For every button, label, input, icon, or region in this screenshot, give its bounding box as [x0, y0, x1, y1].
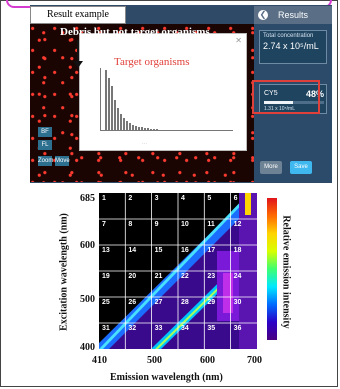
down-arrow-icon [73, 40, 83, 68]
histogram-bar [138, 127, 140, 130]
grid-cell-number: 28 [181, 299, 189, 306]
target-organisms-label: Target organisms [114, 56, 190, 68]
total-concentration-box: Total concentration 2.74 x 10⁵/mL [259, 30, 327, 64]
grid-cell-number: 33 [154, 325, 163, 332]
colorbar [267, 198, 277, 340]
grid-cell-number: 9 [154, 221, 159, 228]
grid-cell-number: 31 [102, 325, 110, 332]
histogram-bar [105, 70, 107, 130]
grid-cell-number: 8 [128, 221, 133, 228]
debris-label: Debris but not target organisms [60, 26, 210, 38]
results-header: ❮ Results [254, 6, 332, 24]
histogram-bar [150, 129, 152, 130]
grid-cell-number: 10 [181, 221, 189, 228]
grid-cell-number: 19 [102, 273, 110, 280]
x-tick-500: 500 [147, 355, 162, 366]
grid-cell-number: 27 [154, 299, 163, 306]
more-button[interactable]: More [260, 161, 282, 174]
histogram-bar [114, 100, 116, 130]
histogram-bar [117, 108, 119, 130]
grid-cell-number: 13 [102, 247, 110, 254]
grid-cell-number: 3 [154, 195, 159, 202]
grid-cell-number: 34 [181, 325, 189, 332]
grid-cell-number: 36 [233, 325, 242, 332]
grid-cell-number: 16 [181, 247, 189, 254]
cy5-percent: 48% [305, 89, 324, 99]
grid-cell-number: 6 [233, 195, 238, 202]
grid-cell-number: 30 [233, 299, 242, 306]
histogram-axis-caption: ··· [142, 141, 147, 147]
bf-button[interactable]: BF [38, 127, 52, 137]
x-tick-410: 410 [92, 355, 107, 366]
histogram-bar [147, 128, 149, 130]
move-button[interactable]: Move [55, 156, 70, 166]
grid-cell-number: 23 [207, 273, 216, 280]
cy5-progress-bar [264, 101, 324, 104]
highlight-rectangle [252, 80, 320, 114]
results-sidebar: ❮ Results Total concentration 2.74 x 10⁵… [254, 6, 332, 182]
grid-cell-number: 1 [102, 195, 106, 202]
save-button[interactable]: Save [290, 161, 312, 174]
cy5-row: CY5 48% [264, 88, 324, 100]
grid-cell-number: 32 [128, 325, 137, 332]
x-tick-600: 600 [200, 355, 215, 366]
grid-cell-number: 35 [207, 325, 216, 332]
grid-cell-number: 29 [207, 299, 216, 306]
close-icon[interactable]: ✕ [235, 36, 242, 45]
x-tick-700: 700 [247, 355, 262, 366]
histogram-chart [100, 68, 233, 131]
grid-cell-number: 7 [102, 221, 106, 228]
y-axis-label: Excitation wavelength (nm) [58, 213, 70, 331]
grid-cell-number: 26 [128, 299, 137, 306]
grid-cell-number: 20 [128, 273, 137, 280]
fluorescence-peak [223, 273, 233, 313]
histogram-bar [153, 129, 155, 130]
histogram-bar [120, 114, 122, 130]
histogram-bar [129, 123, 131, 130]
histogram-bar [126, 121, 128, 130]
grid-overlay [99, 193, 257, 349]
grid-cell-number: 18 [233, 247, 242, 254]
grid-cell-number: 24 [233, 273, 242, 280]
zoom-button[interactable]: Zoom [38, 156, 54, 166]
grid-cell-number: 12 [233, 221, 242, 228]
histogram-bar [141, 127, 143, 130]
upper-hotspot [245, 193, 251, 215]
grid-cell-number: 5 [207, 195, 212, 202]
grid-cell-number: 2 [128, 195, 133, 202]
grid-cell-number: 22 [181, 273, 189, 280]
grid-cell-number: 4 [181, 195, 185, 202]
histogram-popup: ✕ [79, 33, 247, 151]
grid-cell-number: 15 [154, 247, 163, 254]
y-tick-685: 685 [80, 193, 95, 204]
total-concentration-value: 2.74 x 10⁵/mL [263, 41, 319, 51]
total-concentration-label: Total concentration [263, 33, 314, 39]
cy5-label: CY5 [264, 90, 278, 97]
cy5-concentration: 1.31 x 10⁵/mL [264, 106, 295, 112]
cy5-progress-fill [264, 101, 293, 104]
results-title: Results [277, 10, 308, 20]
grid-cell-number: 21 [154, 273, 163, 280]
histogram-bar [123, 118, 125, 130]
histogram-bar [108, 78, 110, 130]
y-tick-400: 400 [80, 342, 95, 353]
y-tick-500: 500 [80, 294, 95, 305]
grid-cell-number: 25 [102, 299, 110, 306]
grid-cell-number: 17 [207, 247, 216, 254]
histogram-bar [135, 126, 137, 130]
grid-cell-number: 11 [207, 221, 215, 228]
fl-button[interactable]: FL [38, 140, 52, 150]
x-axis-label: Emission wavelength (nm) [110, 372, 223, 383]
grid-cell-number: 14 [128, 247, 137, 254]
histogram-bar [144, 128, 146, 130]
colorbar-label: Relative emission intensity [280, 215, 292, 329]
histogram-bar [156, 129, 158, 130]
histogram-bar [111, 86, 113, 130]
result-example-label: Result example [30, 6, 126, 24]
back-icon[interactable]: ❮ [258, 10, 268, 20]
histogram-bar [132, 125, 134, 130]
y-tick-600: 600 [80, 240, 95, 251]
